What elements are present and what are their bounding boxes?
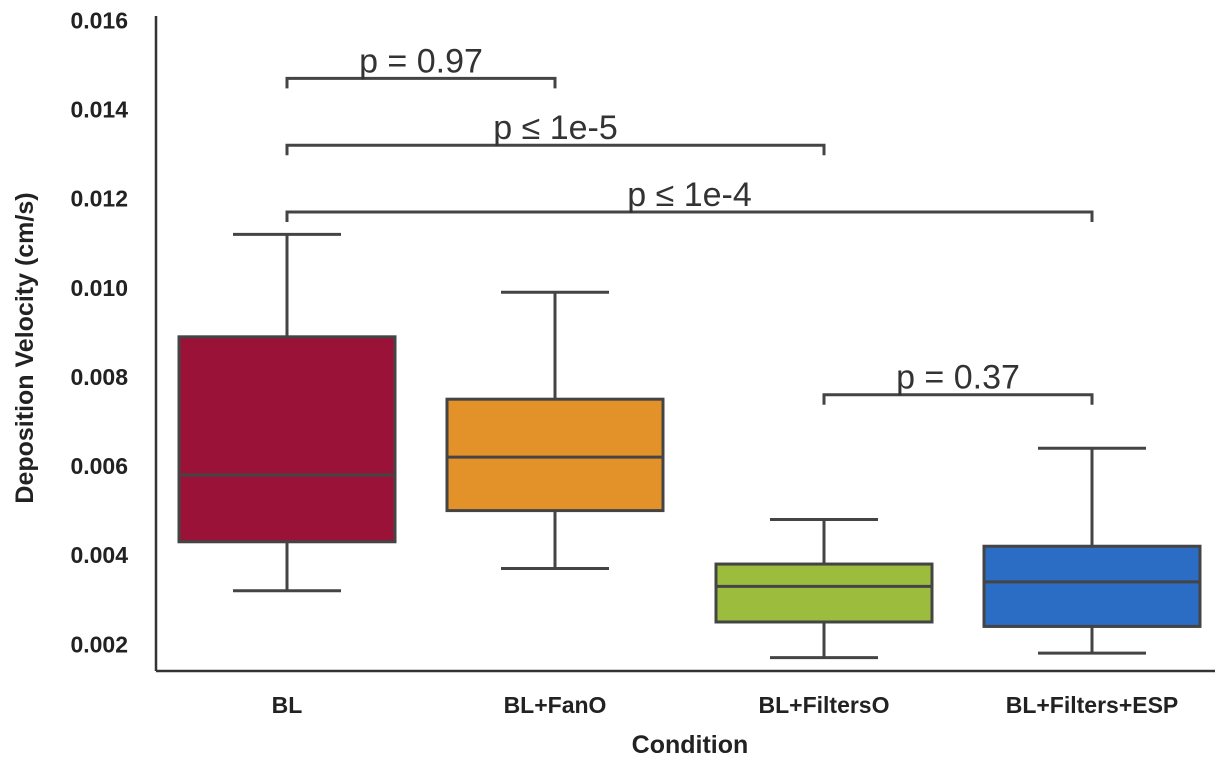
iqr-box — [714, 562, 934, 624]
y-tick-label: 0.004 — [70, 542, 128, 568]
x-axis-title: Condition — [632, 731, 749, 757]
significance-annotations: p = 0.97 p ≤ 1e-5p ≤ 1e-4 p = 0.37 — [285, 42, 1094, 405]
iqr-box — [177, 335, 397, 544]
y-tick-labels: 0.002 0.004 0.006 0.008 0.010 0.012 0.014 0.016 — [70, 7, 128, 657]
p-value-label: p = 0.37 — [896, 359, 1020, 397]
box-group — [177, 232, 397, 593]
p-value-label: p ≤ 1e-5 — [493, 109, 618, 147]
box-group — [445, 290, 665, 571]
significance-bracket: p ≤ 1e-4 — [285, 176, 1094, 223]
p-value-label: p ≤ 1e-4 — [627, 176, 752, 214]
x-tick-label: BL+FanO — [504, 692, 607, 718]
box-group — [714, 518, 934, 660]
x-tick-label: BL — [272, 692, 303, 718]
y-tick-label: 0.008 — [70, 364, 128, 390]
x-tick-label: BL+Filters+ESP — [1006, 692, 1179, 718]
box-group — [982, 446, 1202, 655]
significance-bracket: p = 0.97 — [285, 42, 557, 89]
y-tick-label: 0.002 — [70, 631, 128, 657]
y-axis-title: Deposition Velocity (cm/s) — [11, 192, 39, 503]
bracket-line — [285, 76, 557, 89]
bracket-line — [285, 143, 826, 156]
bracket-line — [285, 210, 1094, 223]
y-tick-label: 0.012 — [70, 186, 128, 212]
significance-bracket: p ≤ 1e-5 — [285, 109, 826, 156]
boxes-layer — [177, 232, 1202, 660]
p-value-label: p = 0.97 — [359, 42, 483, 80]
significance-bracket: p = 0.37 — [822, 359, 1094, 405]
y-tick-label: 0.016 — [70, 7, 128, 33]
bracket-line — [822, 393, 1094, 405]
y-tick-label: 0.006 — [70, 453, 128, 479]
y-tick-label: 0.010 — [70, 275, 128, 301]
x-tick-labels: BL BL+FanO BL+FiltersO BL+Filters+ESP — [272, 692, 1179, 718]
x-tick-label: BL+FiltersO — [758, 692, 889, 718]
iqr-box — [982, 544, 1202, 628]
y-tick-label: 0.014 — [70, 97, 128, 123]
plot-frame — [154, 16, 1215, 673]
iqr-box — [445, 397, 665, 513]
